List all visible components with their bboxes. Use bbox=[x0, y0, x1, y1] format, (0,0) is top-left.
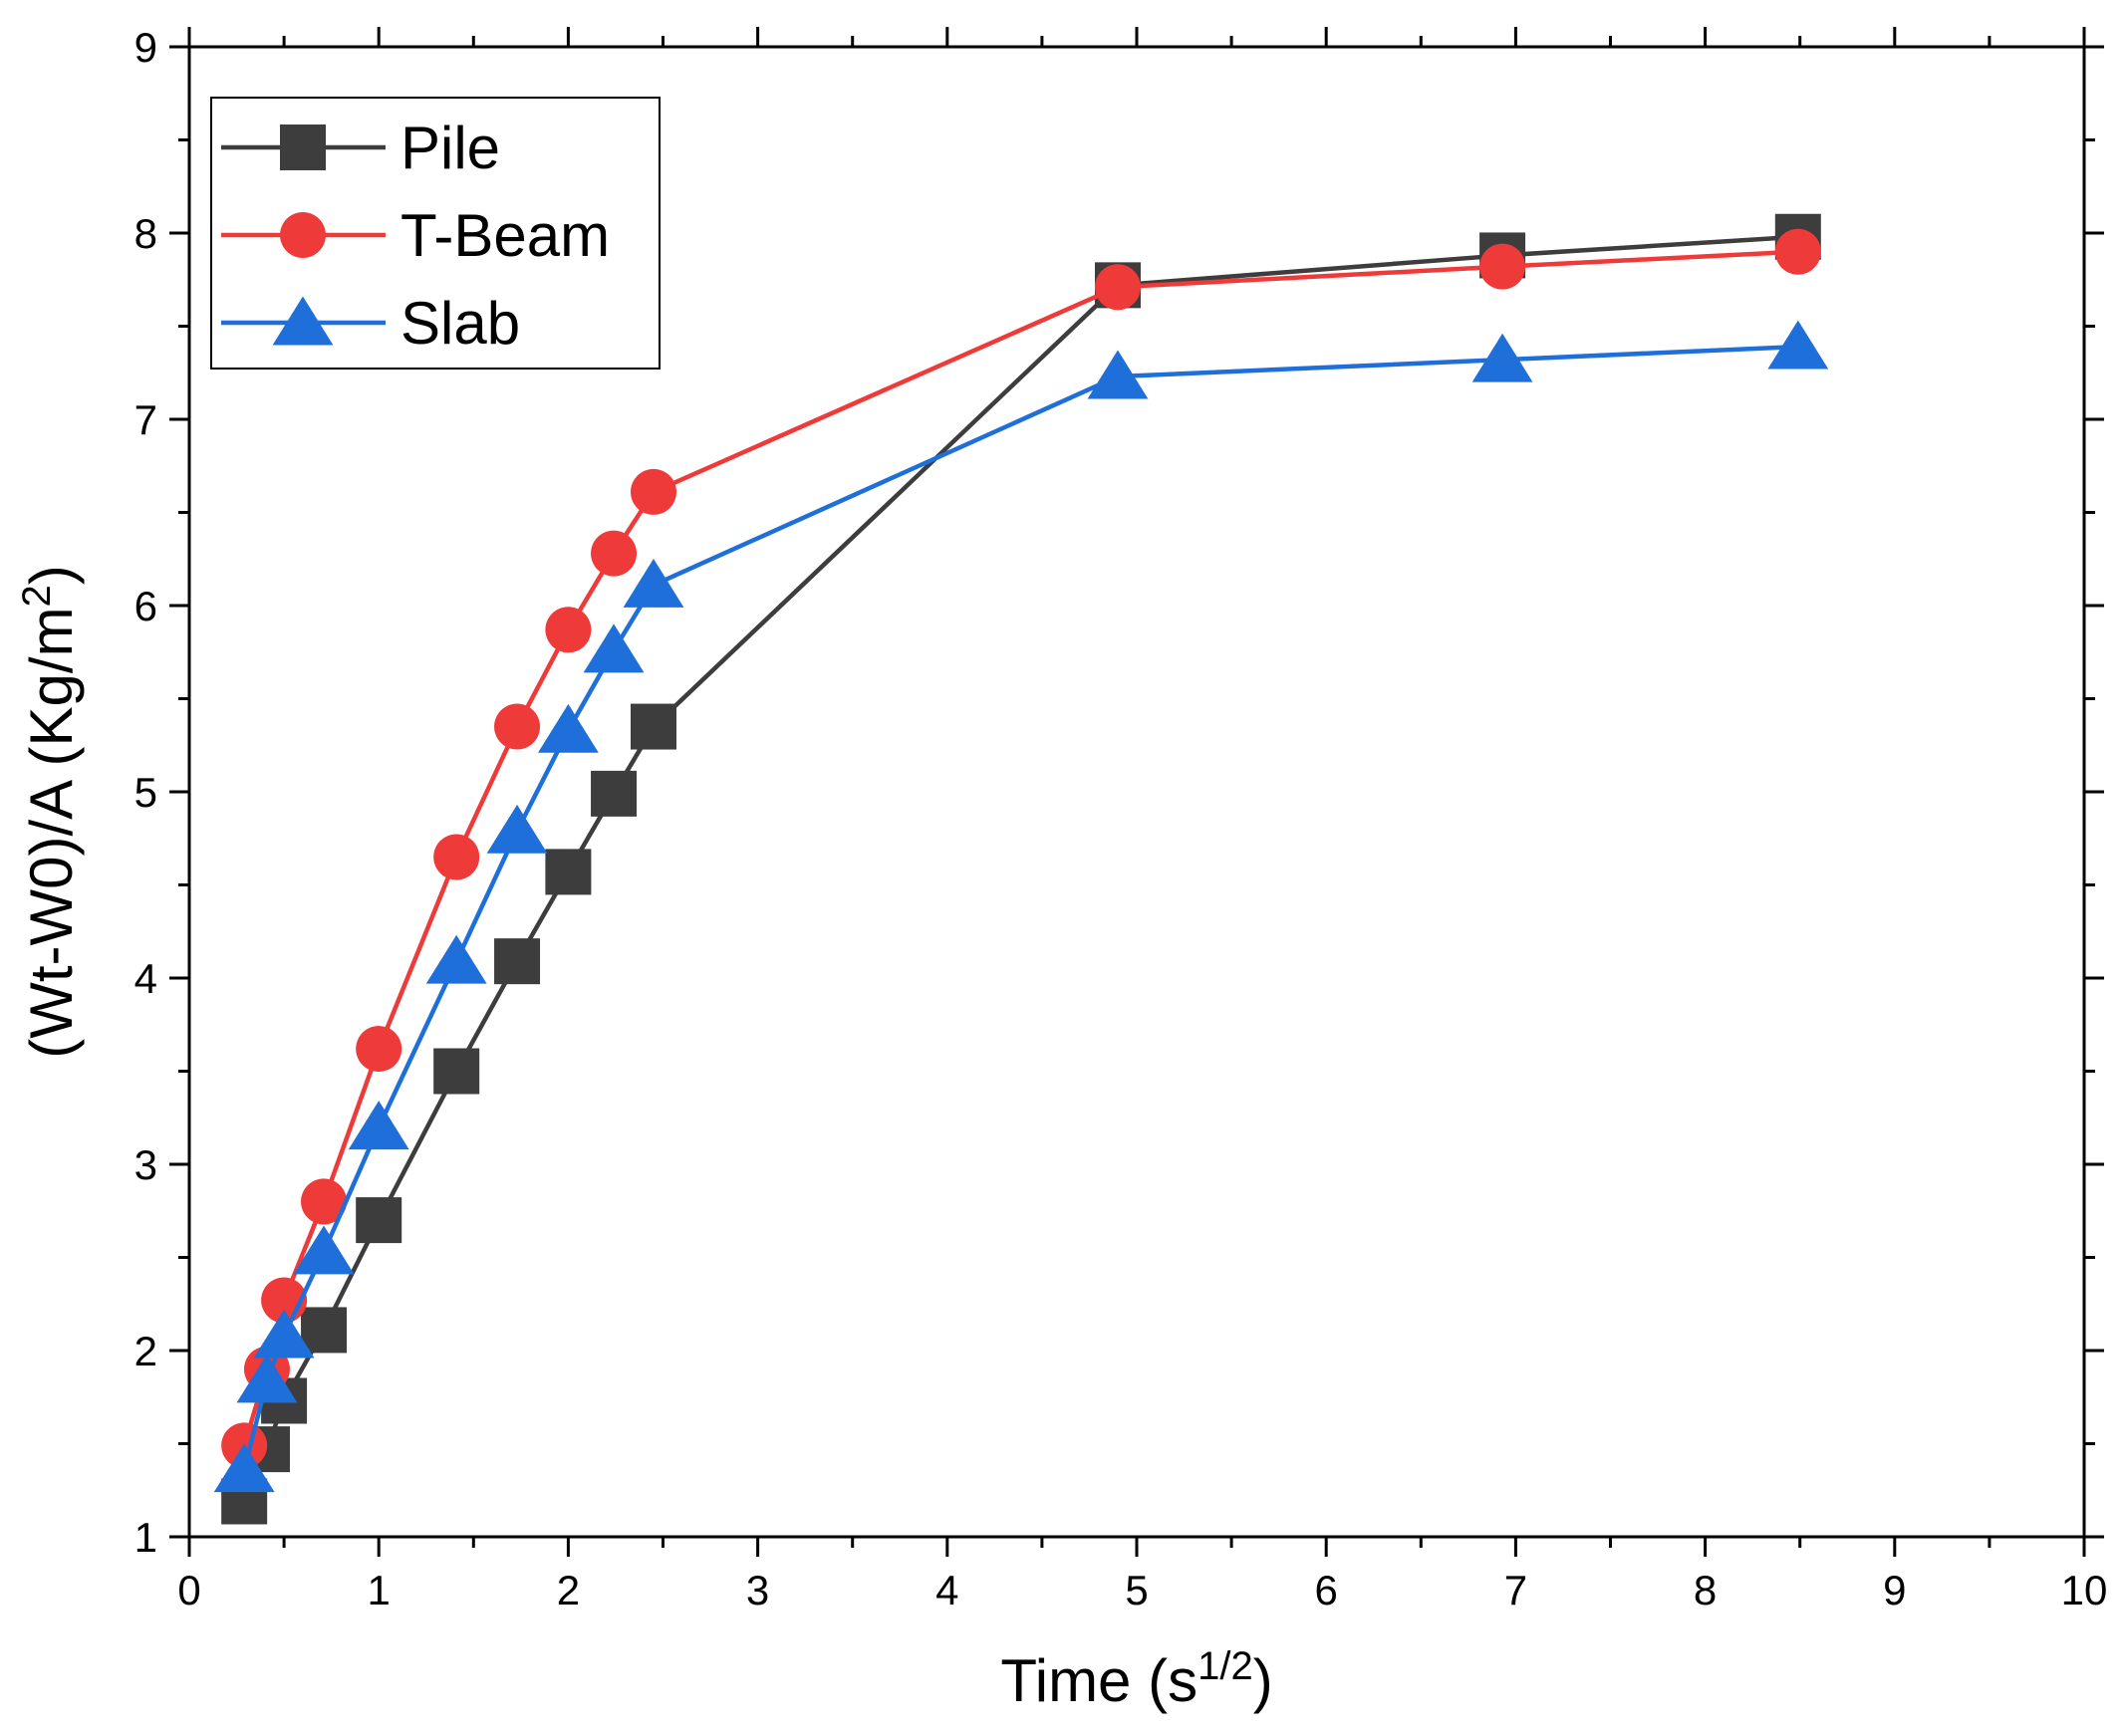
x-tick-label: 8 bbox=[1694, 1567, 1717, 1613]
data-point-slab bbox=[486, 804, 548, 854]
legend-marker-slab bbox=[272, 296, 334, 346]
data-point-slab bbox=[1767, 320, 1829, 370]
y-tick-label: 4 bbox=[134, 955, 157, 1002]
data-point-pile bbox=[494, 938, 541, 985]
data-point-t-beam bbox=[545, 607, 592, 653]
x-axis-title-superscript: 1/2 bbox=[1197, 1644, 1253, 1688]
x-tick-label: 6 bbox=[1315, 1567, 1338, 1613]
legend-marker-t-beam bbox=[280, 212, 326, 258]
data-point-t-beam bbox=[433, 834, 480, 880]
series-slab bbox=[213, 320, 1829, 1493]
x-axis-title-suffix: ) bbox=[1253, 1647, 1273, 1714]
y-tick-label: 6 bbox=[134, 583, 157, 629]
data-point-slab bbox=[537, 703, 599, 753]
y-axis-title-main: (Wt-W0)/A (Kg/m bbox=[18, 607, 85, 1058]
data-point-t-beam bbox=[630, 468, 676, 515]
y-tick-label: 9 bbox=[134, 24, 157, 71]
data-point-pile bbox=[433, 1048, 480, 1095]
data-point-slab bbox=[623, 558, 684, 608]
y-tick-label: 1 bbox=[134, 1514, 157, 1561]
legend-label-slab: Slab bbox=[400, 290, 520, 357]
legend-label-t-beam: T-Beam bbox=[400, 202, 610, 269]
x-tick-labels: 0 1 2 3 4 5 6 7 8 9 10 bbox=[177, 1567, 2107, 1613]
y-axis-title-superscript: 2 bbox=[15, 585, 59, 607]
series-layer bbox=[213, 213, 1829, 1525]
x-tick-label: 2 bbox=[557, 1567, 580, 1613]
plot-frame bbox=[187, 45, 2086, 1539]
x-tick-label: 9 bbox=[1883, 1567, 1906, 1613]
data-point-t-beam bbox=[1479, 243, 1526, 290]
y-tick-label: 5 bbox=[134, 769, 157, 816]
data-point-slab bbox=[348, 1101, 409, 1150]
data-point-t-beam bbox=[1094, 264, 1141, 311]
data-point-slab bbox=[253, 1309, 315, 1359]
y-axis-title-suffix: ) bbox=[18, 565, 85, 585]
data-point-slab bbox=[1471, 333, 1533, 382]
series-line-pile bbox=[242, 234, 1798, 1503]
legend-item-slab: Slab bbox=[221, 290, 520, 357]
x-axis-title: Time (s1/2) bbox=[1000, 1644, 1272, 1714]
legend-item-t-beam: T-Beam bbox=[221, 202, 610, 269]
data-point-pile bbox=[591, 770, 638, 817]
x-tick-label: 3 bbox=[746, 1567, 769, 1613]
y-axis-title: (Wt-W0)/A (Kg/m2) bbox=[15, 565, 85, 1059]
data-point-t-beam bbox=[591, 530, 638, 577]
legend-item-pile: Pile bbox=[221, 115, 500, 181]
series-line-slab bbox=[241, 344, 1798, 1471]
y-tick-label: 2 bbox=[134, 1328, 157, 1374]
x-axis-title-main: Time (s bbox=[1000, 1647, 1197, 1714]
data-point-pile bbox=[545, 849, 592, 895]
x-tick-label: 10 bbox=[2061, 1567, 2108, 1613]
y-tick-label: 3 bbox=[134, 1141, 157, 1188]
data-point-slab bbox=[213, 1443, 275, 1493]
legend: Pile T-Beam Slab bbox=[210, 97, 661, 370]
y-tick-label: 7 bbox=[134, 396, 157, 443]
series-t-beam bbox=[221, 228, 1821, 1469]
data-point-t-beam bbox=[356, 1026, 402, 1073]
x-tick-label: 4 bbox=[935, 1567, 958, 1613]
y-tick-label: 8 bbox=[134, 210, 157, 257]
data-point-pile bbox=[301, 1307, 348, 1354]
data-point-t-beam bbox=[1774, 228, 1821, 275]
x-tick-label: 5 bbox=[1125, 1567, 1148, 1613]
data-point-slab bbox=[236, 1354, 298, 1403]
axis-ticks bbox=[169, 27, 2104, 1557]
data-point-slab bbox=[583, 623, 645, 673]
data-point-slab bbox=[293, 1225, 355, 1275]
data-point-t-beam bbox=[301, 1178, 348, 1225]
x-tick-label: 7 bbox=[1504, 1567, 1527, 1613]
data-point-pile bbox=[630, 703, 676, 750]
x-tick-label: 1 bbox=[368, 1567, 391, 1613]
data-point-slab bbox=[1087, 350, 1149, 399]
data-point-pile bbox=[356, 1197, 402, 1244]
data-point-slab bbox=[425, 934, 487, 984]
legend-label-pile: Pile bbox=[400, 115, 500, 181]
legend-marker-pile bbox=[280, 124, 326, 170]
x-tick-label: 0 bbox=[177, 1567, 200, 1613]
y-tick-labels: 1 2 3 4 5 6 7 8 9 bbox=[134, 24, 157, 1561]
data-point-t-beam bbox=[494, 703, 541, 750]
